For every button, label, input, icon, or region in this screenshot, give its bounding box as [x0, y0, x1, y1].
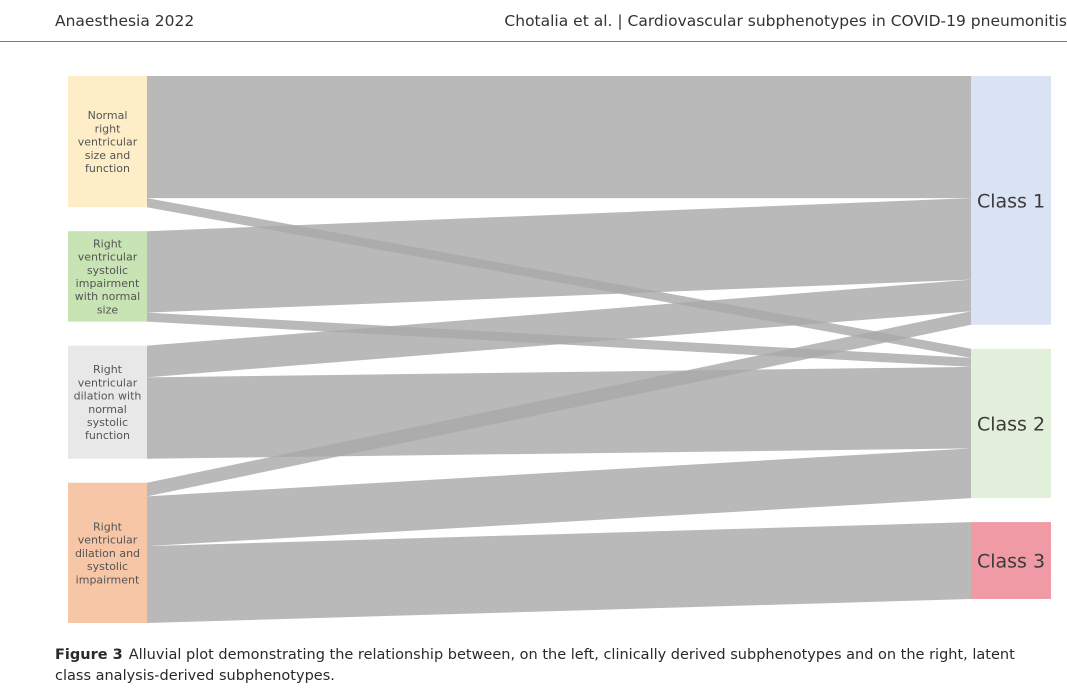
right-node-c2: [971, 348, 1051, 499]
left-node-rvdsi: [68, 482, 147, 623]
alluvial-plot: Normal right ventricular size and function Ri…: [68, 76, 1051, 623]
left-node-rvd: [68, 345, 147, 459]
article-title: Chotalia et al. | Cardiovascular subphen…: [504, 12, 1067, 30]
left-node-label-rvdsi: Right ventricular dilation and systolic impa…: [75, 520, 140, 586]
flow-normal-to-c1: [147, 76, 971, 199]
flow-rvd-to-c1: [147, 279, 971, 378]
flow-rvdsi-to-c1: [147, 311, 971, 497]
right-node-label-c1: Class 1: [977, 190, 1045, 212]
left-node-normal: [68, 76, 147, 208]
right-node-label-c3: Class 3: [977, 551, 1045, 573]
figure-caption: Figure 3 Alluvial plot demonstrating the …: [55, 645, 1055, 687]
right-node-c1: [971, 76, 1051, 325]
left-node-label-rvsi: Right ventricular systolic impairment with n…: [75, 237, 140, 316]
figure-label: Figure 3: [55, 647, 123, 663]
left-node-label-normal: Normal right ventricular size and function: [78, 109, 138, 175]
flow-rvd-to-c2: [147, 366, 971, 459]
flow-rvsi-to-c1: [147, 198, 971, 313]
flows: [147, 76, 971, 623]
right-node-c3: [971, 522, 1051, 599]
caption-text: Alluvial plot demonstrating the relation…: [55, 647, 1015, 684]
left-node-rvsi: [68, 231, 147, 322]
flow-rvdsi-to-c2: [147, 448, 971, 547]
journal-title: Anaesthesia 2022: [55, 12, 195, 30]
left-node-label-rvd: Right ventricular dilation with normal systo…: [74, 363, 142, 442]
running-head: Anaesthesia 2022 Chotalia et al. | Cardi…: [0, 0, 1067, 42]
flow-rvdsi-to-c3: [147, 522, 971, 623]
right-node-label-c2: Class 2: [977, 413, 1045, 435]
